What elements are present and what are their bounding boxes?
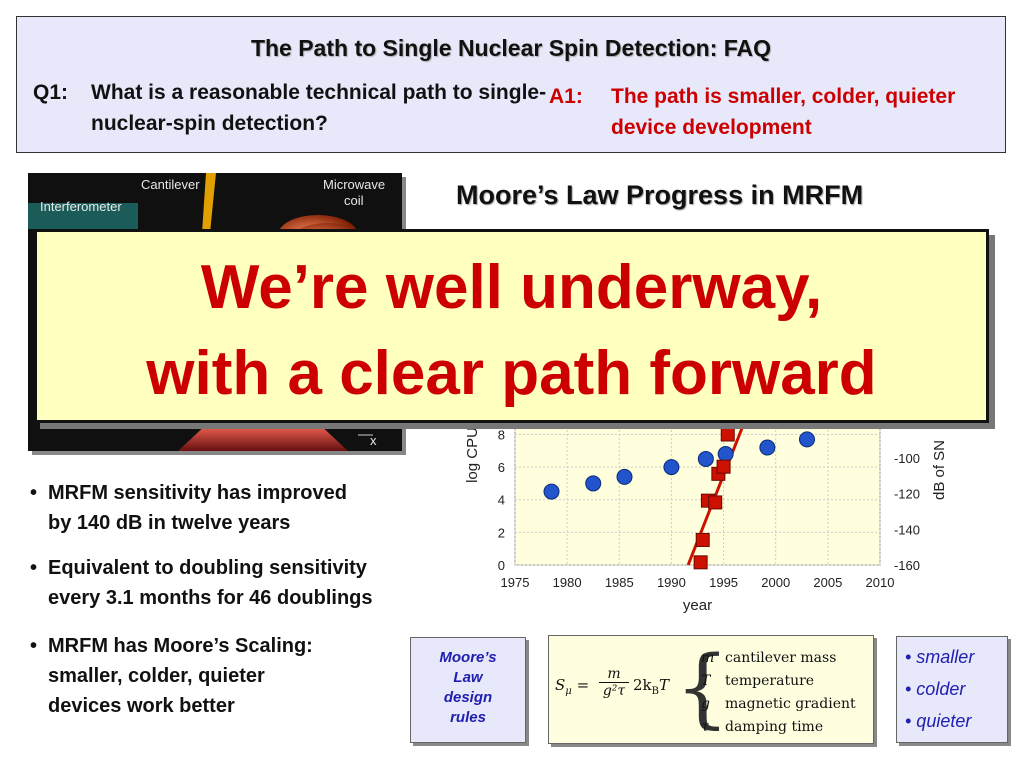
banner-line-2: with a clear path forward — [146, 339, 877, 408]
data-point-mrfm — [720, 427, 735, 442]
data-point-cpu — [543, 483, 560, 500]
x-tick-label: 1975 — [501, 575, 530, 590]
scaling-item: • quieter — [905, 711, 972, 731]
bullet-doubling: • Equivalent to doubling sensitivity eve… — [30, 553, 470, 613]
banner-line-1: We’re well underway, — [200, 253, 823, 322]
y2-tick-label: -100 — [894, 451, 920, 466]
chart-title: Moore’s Law Progress in MRFM — [456, 180, 864, 210]
label-cantilever: Cantilever — [141, 177, 200, 192]
x-tick-label: 2005 — [813, 575, 842, 590]
sample-cone — [178, 423, 348, 451]
label-microwave: Microwave — [323, 177, 385, 192]
answer-text: The path is smaller, colder, quieter dev… — [611, 85, 956, 139]
bullet-dot: • — [30, 557, 38, 579]
bullet-moores-scaling: • MRFM has Moore’s Scaling: smaller, col… — [30, 631, 470, 721]
x-tick-label: 2000 — [761, 575, 790, 590]
mrfm-progress-chart: 1975 1980 1985 1990 1995 2000 2005 2010 0 2 4 6 8 -16… — [464, 410, 948, 614]
data-point-cpu — [759, 439, 776, 456]
scaling-box: • smaller • colder • quieter — [896, 636, 1008, 743]
x-tick-label: 2010 — [866, 575, 895, 590]
data-point-cpu — [697, 450, 714, 467]
x-axis-label: year — [683, 597, 712, 614]
formula-fraction: m g²τ — [599, 666, 629, 699]
data-point-cpu — [616, 468, 633, 485]
label-coil: coil — [344, 193, 364, 208]
scaling-item: • colder — [905, 679, 966, 699]
bullet-line: devices work better — [48, 695, 235, 717]
y2-tick-label: -140 — [894, 522, 920, 537]
interferometer-beam — [28, 203, 138, 229]
data-point-mrfm — [716, 459, 731, 474]
brace: { — [675, 638, 730, 738]
label-axis-x: x — [370, 433, 377, 448]
data-point-mrfm — [693, 555, 708, 570]
formula-rhs: 2kBT — [633, 676, 670, 697]
y2-tick-label: -160 — [894, 558, 920, 573]
y2-axis-label: dB of SN — [931, 440, 948, 500]
y-tick-label: 0 — [498, 558, 505, 573]
bullet-dot: • — [30, 482, 38, 504]
rules-line: rules — [450, 709, 486, 726]
bullet-line: every 3.1 months for 46 doublings — [48, 587, 373, 609]
x-tick-label: 1990 — [657, 575, 686, 590]
faq-title: The Path to Single Nuclear Spin Detectio… — [250, 35, 772, 61]
bullet-line: MRFM sensitivity has improved — [48, 482, 347, 504]
y-tick-label: 6 — [498, 460, 505, 475]
formula-lhs: Sμ = — [555, 676, 590, 697]
bullet-line: smaller, colder, quieter — [48, 665, 265, 687]
legend-row: τ damping time — [701, 719, 824, 735]
question-text: What is a reasonable technical path to s… — [91, 81, 547, 135]
x-tick-label: 1985 — [605, 575, 634, 590]
data-point-cpu — [585, 475, 602, 492]
y-tick-label: 4 — [498, 493, 505, 508]
scaling-item: • smaller — [905, 647, 975, 667]
bullet-sensitivity: • MRFM sensitivity has improved by 140 d… — [30, 478, 470, 538]
x-tick-label: 1980 — [553, 575, 582, 590]
y-tick-label: 8 — [498, 427, 505, 442]
data-point-cpu — [717, 446, 734, 463]
rules-line: design — [443, 689, 493, 706]
x-tick-label: 1995 — [709, 575, 738, 590]
data-point-cpu — [799, 431, 815, 448]
question-label: Q1: — [33, 81, 69, 104]
label-interferometer: Interferometer — [40, 199, 122, 214]
design-rules-box: Moore’s Law design rules — [410, 637, 526, 743]
y-axis-label: log CPU — [464, 427, 481, 483]
data-point-cpu — [663, 459, 680, 476]
cantilever-shape — [202, 173, 216, 233]
data-point-mrfm — [695, 532, 710, 547]
rules-line: Law — [453, 669, 483, 686]
y2-tick-label: -120 — [894, 487, 920, 502]
bullet-line: Equivalent to doubling sensitivity — [48, 557, 367, 579]
legend-row: m cantilever mass — [701, 650, 837, 666]
rules-line: Moore’s — [439, 649, 497, 666]
bullet-line: by 140 dB in twelve years — [48, 512, 291, 534]
bullet-line: MRFM has Moore’s Scaling: — [48, 635, 313, 657]
overlay-banner: We’re well underway, with a clear path f… — [34, 229, 989, 423]
legend-row: g magnetic gradient — [701, 696, 856, 712]
answer-label: A1: — [549, 85, 583, 108]
y-tick-label: 2 — [498, 525, 505, 540]
data-point-mrfm — [708, 495, 723, 510]
bullet-dot: • — [30, 635, 38, 657]
faq-box: The Path to Single Nuclear Spin Detectio… — [16, 16, 1006, 153]
